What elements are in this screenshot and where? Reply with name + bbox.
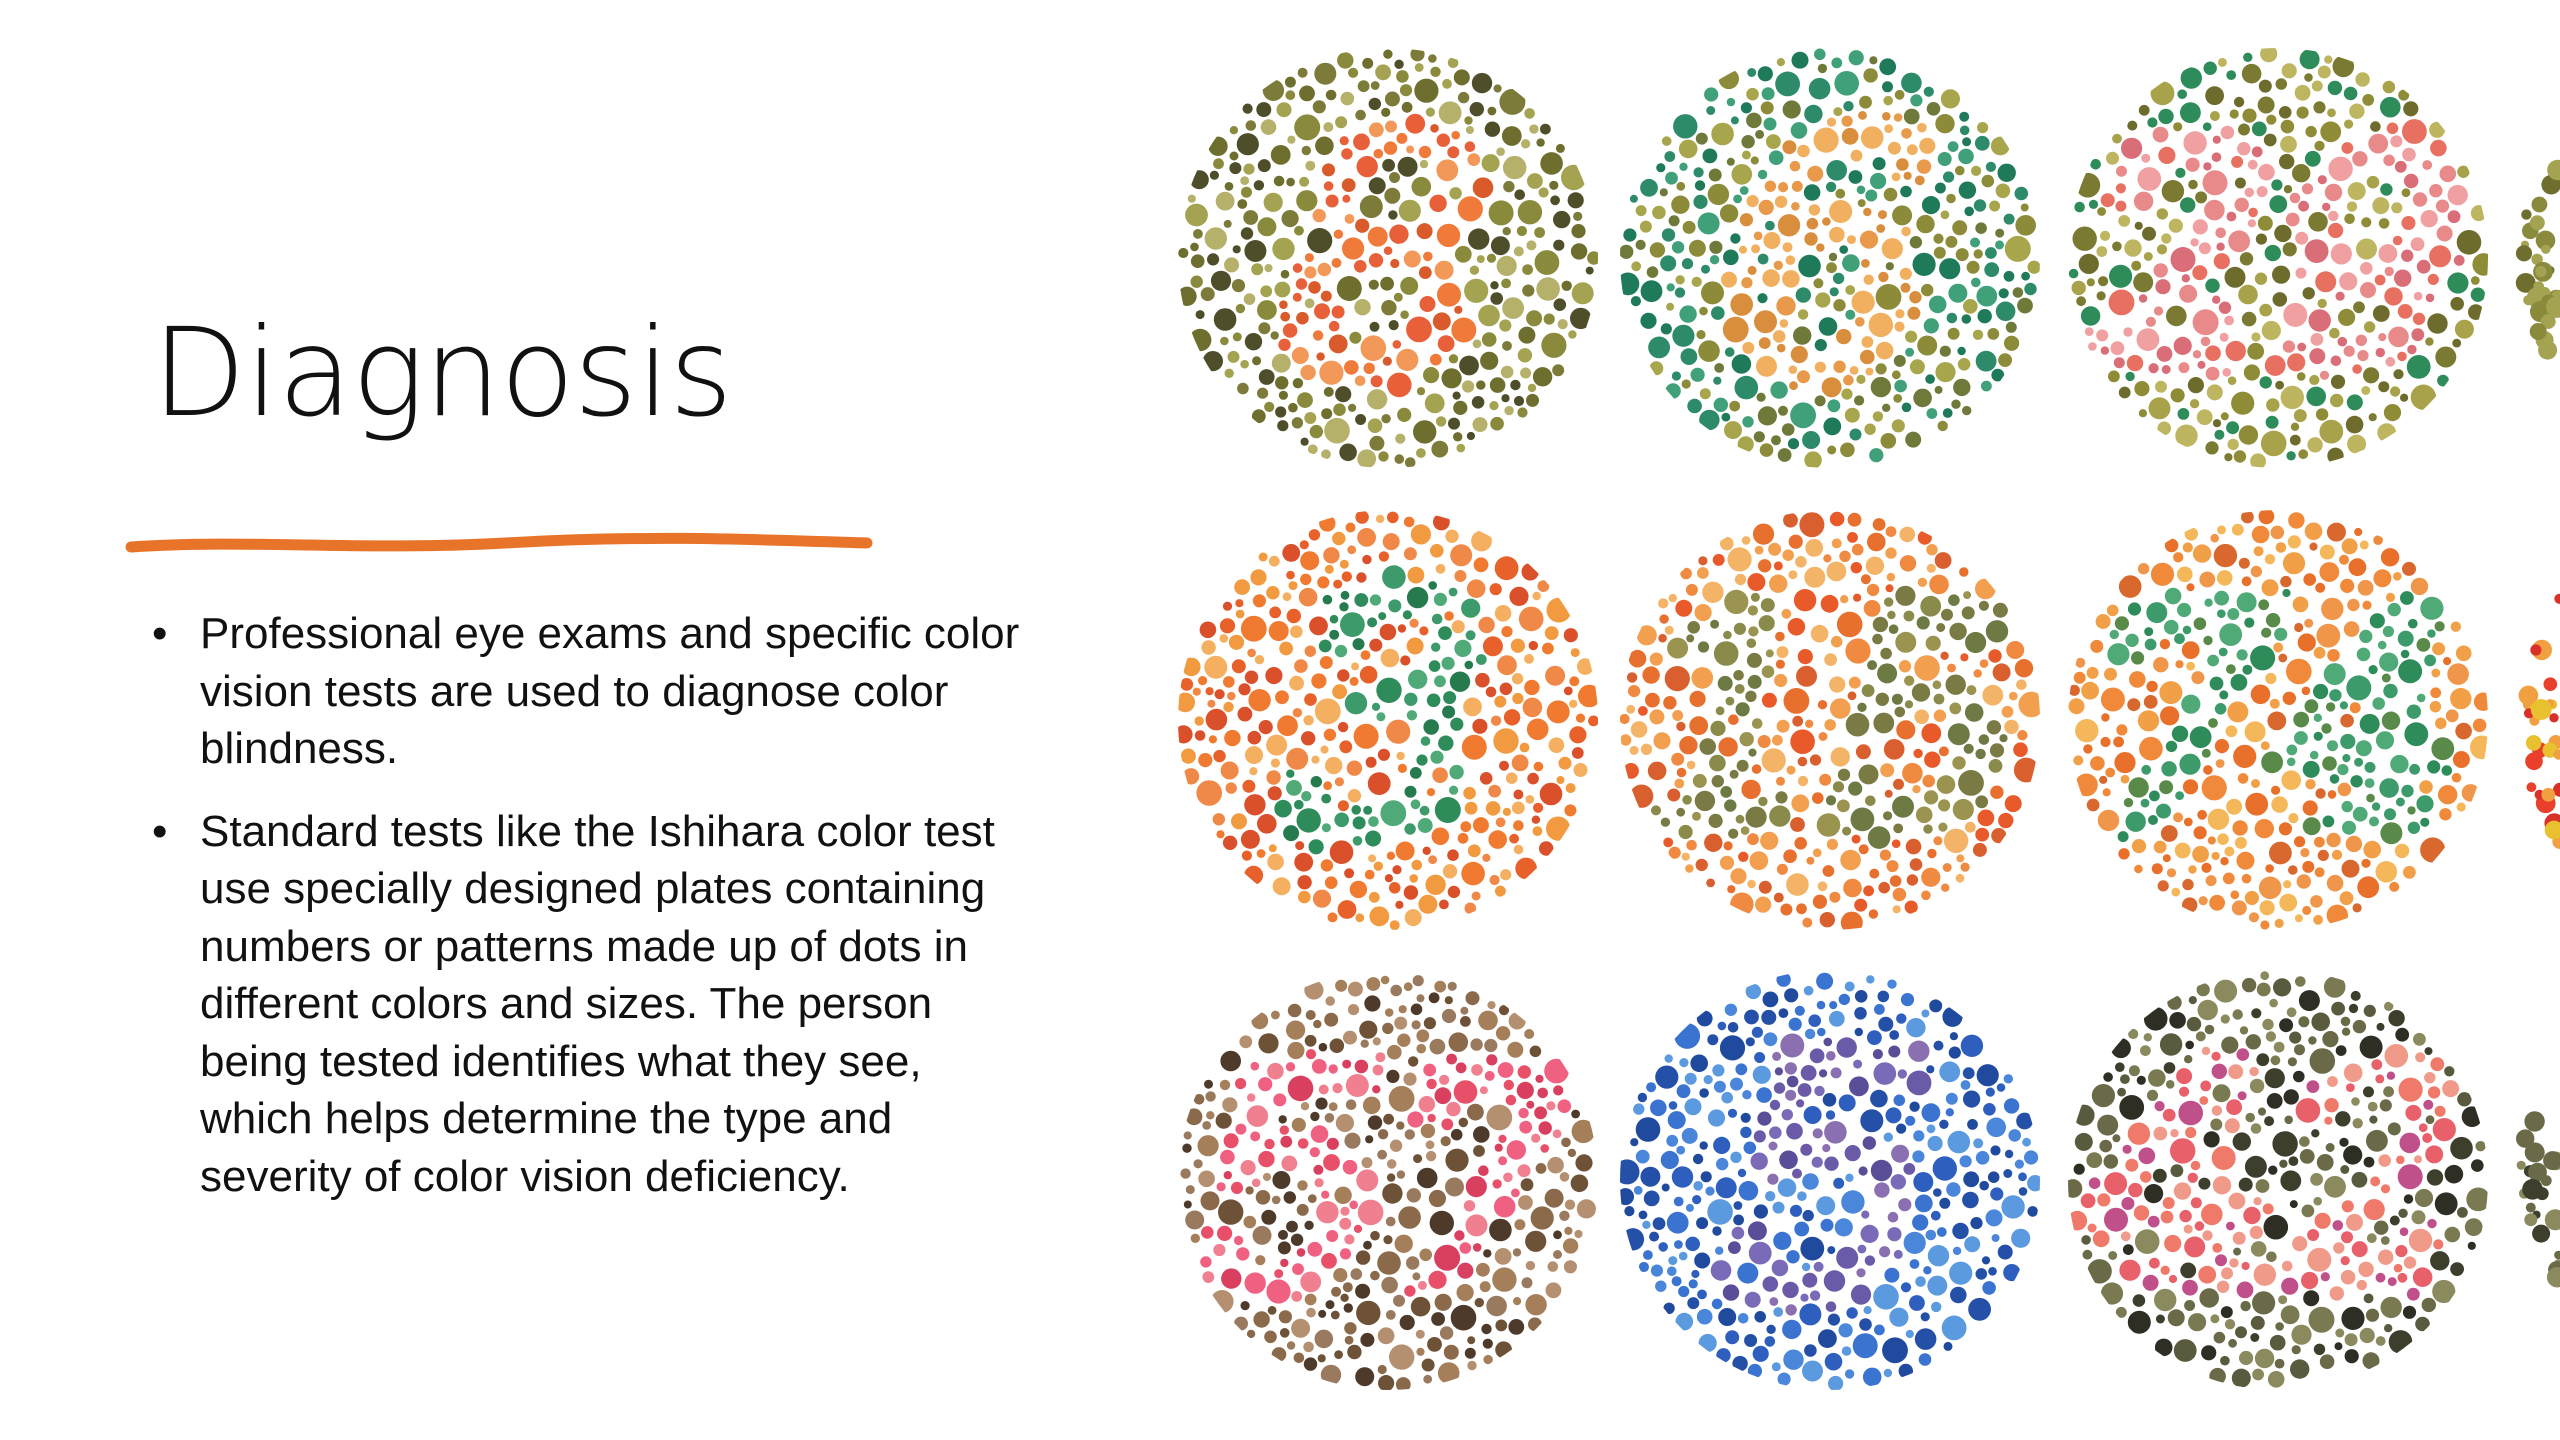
ishihara-plate: 74 bbox=[2068, 510, 2488, 930]
ishihara-plate-partial bbox=[2518, 593, 2560, 849]
plate-number: 74 bbox=[2087, 547, 2469, 896]
ishihara-plate-partial bbox=[2515, 159, 2560, 360]
plate-number: 6 bbox=[1725, 67, 1935, 451]
plate-number: 8 bbox=[1283, 67, 1493, 451]
ishihara-plate: 42 bbox=[2068, 970, 2488, 1390]
ishihara-plate: 8 bbox=[1178, 48, 1598, 468]
title-underline bbox=[125, 532, 873, 553]
bullet-item: Standard tests like the Ishihara color t… bbox=[150, 803, 1030, 1206]
ishihara-plate: 5 bbox=[1620, 970, 2040, 1390]
plate-number: 42 bbox=[2082, 1007, 2468, 1356]
plate-number: 29 bbox=[2082, 85, 2468, 434]
bullet-item: Professional eye exams and specific colo… bbox=[150, 605, 1030, 778]
bullet-list: Professional eye exams and specific colo… bbox=[150, 605, 1030, 1230]
ishihara-plate: 3 bbox=[1178, 510, 1598, 930]
ishihara-plate: 29 bbox=[2068, 48, 2488, 468]
ishihara-plate: 15 bbox=[1620, 510, 2040, 930]
plate-number: 15 bbox=[1639, 547, 2021, 896]
plate-number: 5 bbox=[1725, 989, 1935, 1373]
ishihara-plate-partial bbox=[2516, 1111, 2560, 1288]
plate-number: 57 bbox=[1197, 1007, 1580, 1356]
ishihara-plate: 57 bbox=[1178, 970, 1598, 1390]
slide-title: Diagnosis bbox=[152, 302, 733, 444]
plate-number: 3 bbox=[1283, 529, 1493, 913]
ishihara-plate: 6 bbox=[1620, 48, 2040, 468]
